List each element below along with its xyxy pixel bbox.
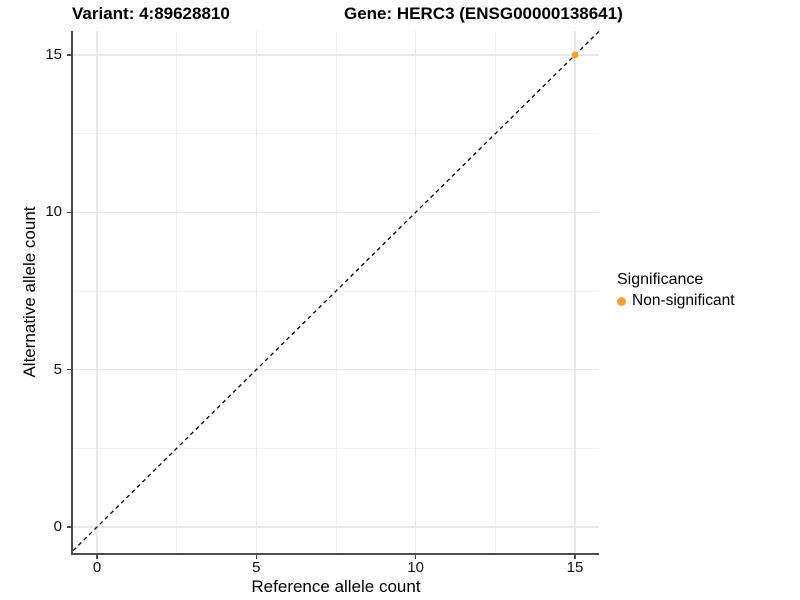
gridline-major-vertical: [96, 31, 98, 553]
gridline-minor-horizontal: [73, 290, 599, 292]
x-tick-label: 10: [407, 559, 424, 576]
gridline-major-vertical: [415, 31, 417, 553]
y-tick-label: 0: [53, 518, 62, 535]
gridline-major-horizontal: [73, 54, 599, 56]
gridline-minor-horizontal: [73, 133, 599, 135]
y-tick-label: 15: [45, 46, 62, 63]
gridline-minor-vertical: [176, 31, 178, 553]
legend-entry-label: Non-significant: [632, 292, 735, 309]
x-tick-mark: [574, 554, 576, 560]
legend-entry: Non-significant: [617, 292, 735, 310]
x-tick-mark: [415, 554, 417, 560]
gridline-minor-vertical: [494, 31, 496, 553]
gridline-major-horizontal: [73, 211, 599, 213]
gridline-minor-horizontal: [73, 447, 599, 449]
y-tick-label: 5: [53, 360, 62, 378]
x-tick-mark: [96, 554, 98, 560]
y-axis-title: Alternative allele count: [20, 206, 39, 378]
legend: Significance Non-significant: [617, 271, 735, 310]
gridline-minor-vertical: [335, 31, 337, 553]
y-tick-mark: [66, 54, 72, 56]
x-tick-label: 0: [92, 559, 102, 576]
x-tick-mark: [255, 554, 257, 560]
y-tick-mark: [66, 211, 72, 213]
legend-title: Significance: [617, 271, 704, 288]
gridline-major-vertical: [574, 31, 576, 553]
legend-key-dot-icon: [617, 296, 626, 306]
y-tick-mark: [66, 526, 72, 528]
x-tick-label: 5: [252, 559, 261, 576]
y-tick-label: 10: [45, 203, 62, 221]
x-axis-line: [71, 553, 599, 555]
x-tick-label: 15: [566, 559, 584, 576]
gridline-major-horizontal: [73, 369, 599, 371]
gridline-major-horizontal: [73, 526, 599, 528]
gridline-major-vertical: [255, 31, 257, 553]
plot-title-gene: Gene: HERC3 (ENSG00000138641): [344, 4, 623, 23]
y-axis-line: [71, 31, 73, 555]
y-tick-mark: [66, 369, 72, 371]
plot-title-variant: Variant: 4:89628810: [72, 4, 230, 23]
x-axis-title: Reference allele count: [251, 577, 421, 596]
